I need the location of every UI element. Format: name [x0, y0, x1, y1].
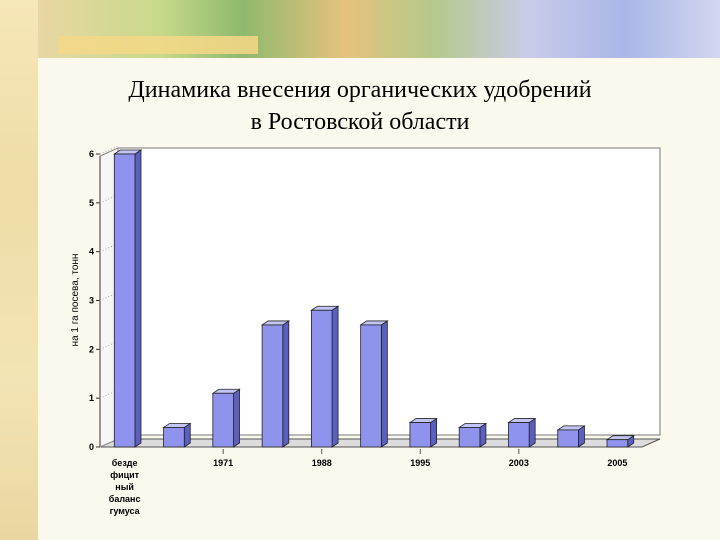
- chart-plot-area: [117, 147, 661, 436]
- slide-title: Динамика внесения органических удобрений…: [60, 74, 660, 138]
- bar: [163, 427, 185, 448]
- bar: [360, 324, 382, 448]
- bar: [557, 429, 579, 448]
- bar-side: [528, 417, 536, 448]
- decorative-header-accent: [58, 36, 258, 54]
- bar-side: [282, 320, 290, 448]
- y-gridline-stub: [99, 340, 119, 350]
- y-tick-label: 2: [89, 344, 94, 354]
- y-gridline-stub: [99, 389, 119, 399]
- y-tick-label: 3: [89, 296, 94, 306]
- bar-side: [331, 305, 339, 448]
- bar: [409, 422, 432, 448]
- y-gridline-stub: [99, 243, 119, 253]
- slide-title-line-2: в Ростовской области: [250, 109, 470, 135]
- x-tick-label: 2003: [509, 458, 529, 468]
- bar: [261, 324, 284, 448]
- y-gridline-stub: [99, 194, 119, 204]
- x-tick-label: 1988: [312, 458, 332, 468]
- x-tick-label: 1971: [213, 458, 233, 468]
- y-gridline-stub: [99, 145, 119, 155]
- bar: [310, 309, 333, 448]
- bar-side: [134, 149, 142, 448]
- bar: [113, 153, 136, 448]
- y-tick-label: 1: [89, 393, 94, 403]
- slide-title-line-1: Динамика внесения органических удобрений: [128, 77, 592, 103]
- x-tick-label: 1995: [410, 458, 430, 468]
- x-tick-label: безде фицит ный баланс гумуса: [109, 458, 141, 516]
- bar-side: [233, 388, 240, 448]
- bar-side: [380, 320, 388, 448]
- y-tick-label: 0: [89, 442, 94, 452]
- y-tick-label: 4: [89, 247, 94, 257]
- decorative-header-banner: [38, 0, 720, 58]
- bar-side: [430, 417, 438, 448]
- decorative-left-strip: [0, 0, 38, 540]
- bar: [212, 392, 234, 448]
- y-gridline-stub: [99, 292, 119, 301]
- bar: [458, 427, 481, 448]
- y-gridline-stub: [99, 438, 119, 448]
- bar: [508, 422, 530, 448]
- x-tick-label: 2005: [607, 458, 627, 468]
- y-axis-label: на 1 га посева, тонн: [70, 254, 81, 347]
- bar: [606, 439, 629, 448]
- y-tick-label: 5: [89, 198, 94, 208]
- y-tick-label: 6: [89, 149, 94, 159]
